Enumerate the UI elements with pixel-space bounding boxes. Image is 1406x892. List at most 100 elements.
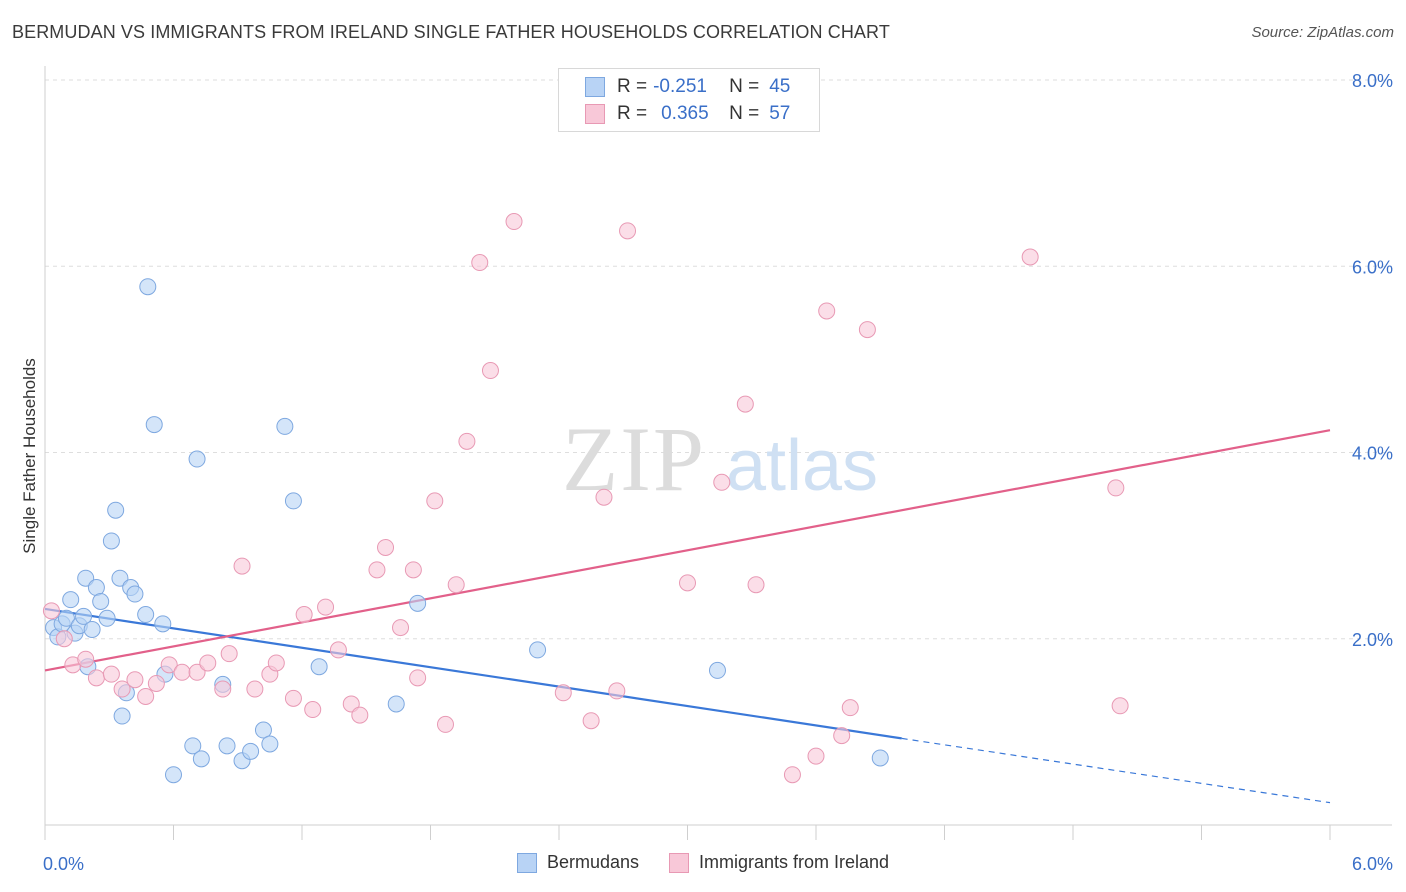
point-ireland [220,645,238,663]
point-ireland [481,362,499,380]
axes [44,66,1392,840]
trend-line-bermudans-extension [901,737,1331,804]
point-bermudans [708,661,726,679]
point-ireland [295,606,313,624]
y-tick-label: 2.0% [1352,630,1393,650]
gridlines [45,79,1392,640]
legend-r-value: 0.365 [661,103,709,124]
point-bermudans [102,532,120,550]
legend-n-label: N = [729,76,760,97]
legend-item-bermudans[interactable]: Bermudans [516,852,639,873]
series-legend: Bermudans Immigrants from Ireland [0,852,1406,873]
point-ireland [841,699,859,717]
point-ireland [858,321,876,339]
point-bermudans [387,695,405,713]
point-ireland [818,302,836,320]
point-bermudans [261,735,279,753]
watermark: ZIP atlas [562,408,878,510]
point-bermudans [83,620,101,638]
point-ireland [284,689,302,707]
point-bermudans [126,585,144,603]
point-ireland [608,682,626,700]
point-ireland [87,669,105,687]
point-bermudans [871,749,889,767]
chart-title: BERMUDAN VS IMMIGRANTS FROM IRELAND SING… [12,22,890,42]
point-bermudans [137,606,155,624]
legend-row-bermudans: R = -0.251 N = 45 [585,74,790,100]
legend-label-bermudans: Bermudans [546,852,639,872]
point-bermudans [254,721,272,739]
point-ireland [188,663,206,681]
legend-n-label: N = [729,103,760,124]
point-ireland [351,706,369,724]
trend-line-bermudans [44,607,902,740]
point-bermudans [111,569,129,587]
legend-swatch-bermudans [585,77,605,97]
point-bermudans [192,750,210,768]
point-ireland [595,488,613,506]
point-ireland [377,538,395,556]
point-bermudans [154,615,172,633]
legend-n-value: 57 [769,103,791,124]
point-ireland [783,766,801,784]
legend-item-ireland[interactable]: Immigrants from Ireland [669,852,889,873]
tick-labels: 2.0% 4.0% 6.0% 8.0% 0.0% 6.0% [43,71,1393,874]
point-bermudans [310,658,328,676]
point-bermudans [409,594,427,612]
point-ireland [409,669,427,687]
legend-label-ireland: Immigrants from Ireland [699,852,890,872]
point-ireland [1021,248,1039,266]
point-bermudans [218,737,236,755]
x-tick-label: 0.0% [43,854,84,874]
point-ireland [833,727,851,745]
y-tick-label: 8.0% [1352,71,1393,91]
point-ireland [113,680,131,698]
point-bermudans [107,501,125,519]
source-label: Source: ZipAtlas.com [1251,24,1394,41]
watermark-zip: ZIP [562,408,706,510]
point-bermudans [57,609,75,627]
legend-r-label: R = [617,103,648,124]
point-bermudans [188,450,206,468]
point-ireland [458,432,476,450]
point-ireland [304,701,322,719]
legend-swatch-ireland [585,104,605,124]
y-tick-label: 4.0% [1352,444,1393,464]
y-tick-label: 6.0% [1352,257,1393,277]
point-ireland [147,674,165,692]
point-ireland [471,254,489,272]
point-ireland [77,650,95,668]
point-ireland [619,222,637,240]
point-ireland [55,630,73,648]
point-ireland [317,598,335,616]
data-points [42,213,1129,784]
point-ireland [214,680,232,698]
point-ireland [582,712,600,730]
correlation-legend: R = -0.251 N = 45 R = 0.365 N = 57 [558,68,820,132]
legend-swatch-bermudans [516,852,537,873]
point-ireland [736,395,754,413]
point-ireland [1107,479,1125,497]
point-ireland [1111,697,1129,715]
x-tick-label: 6.0% [1352,854,1393,874]
point-ireland [404,561,422,579]
point-bermudans [165,766,182,784]
point-bermudans [242,742,260,760]
legend-r-label: R = [617,76,648,97]
watermark-atlas: atlas [726,426,878,506]
point-bermudans [284,492,302,510]
point-bermudans [98,609,116,627]
point-ireland [267,654,285,672]
point-ireland [199,654,217,672]
point-bermudans [77,569,95,587]
point-ireland [102,665,120,683]
point-bermudans [62,591,80,609]
point-bermudans [113,707,131,725]
point-ireland [246,680,264,698]
point-bermudans [139,278,157,296]
legend-swatch-ireland [669,852,689,873]
point-ireland [392,619,410,637]
point-bermudans [276,417,294,435]
point-ireland [126,671,144,689]
